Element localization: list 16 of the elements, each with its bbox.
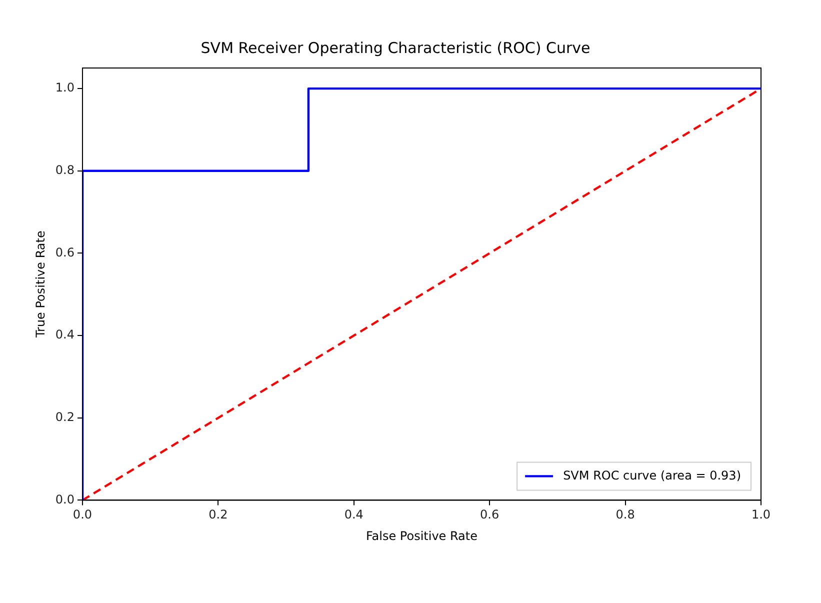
y-tick-label: 1.0 — [55, 80, 74, 95]
y-tick-label: 0.8 — [55, 163, 74, 178]
x-tick-label: 0.8 — [616, 508, 635, 522]
y-tick-label: 0.2 — [55, 410, 74, 424]
y-tick-label: 0.0 — [55, 492, 74, 506]
x-tick-label: 0.6 — [480, 508, 500, 522]
chart-title: SVM Receiver Operating Characteristic (ROC) Curve — [200, 38, 590, 57]
y-axis-title: True Positive Rate — [33, 230, 48, 339]
x-tick-label: 1.0 — [751, 508, 771, 522]
y-tick-label: 0.6 — [55, 245, 74, 260]
legend-label: SVM ROC curve (area = 0.93) — [563, 468, 742, 482]
x-tick-label: 0.4 — [344, 508, 364, 522]
x-axis-title: False Positive Rate — [366, 528, 478, 543]
x-tick-label: 0.2 — [208, 508, 228, 522]
x-tick-label: 0.0 — [72, 508, 92, 522]
y-tick-label: 0.4 — [55, 328, 74, 342]
